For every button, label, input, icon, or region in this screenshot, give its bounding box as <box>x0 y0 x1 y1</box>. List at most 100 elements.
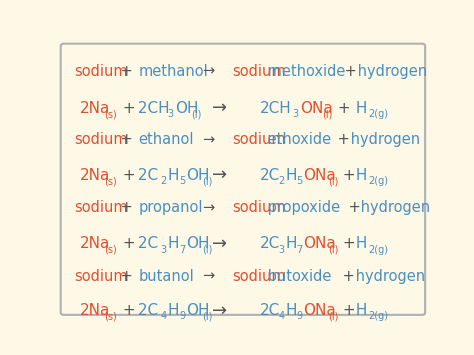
Text: ONa: ONa <box>303 303 336 318</box>
Text: +: + <box>116 64 133 79</box>
Text: (l): (l) <box>202 176 213 186</box>
Text: 2(g): 2(g) <box>369 109 389 119</box>
Text: (l): (l) <box>322 109 332 119</box>
Text: +: + <box>344 201 361 215</box>
Text: hydrogen: hydrogen <box>351 269 426 284</box>
Text: sodium: sodium <box>232 201 285 215</box>
Text: 3: 3 <box>168 109 174 119</box>
Text: H: H <box>168 303 179 318</box>
Text: (l): (l) <box>202 311 213 322</box>
Text: methoxide: methoxide <box>263 64 346 79</box>
Text: +: + <box>338 269 355 284</box>
Text: (l): (l) <box>328 245 339 255</box>
Text: +: + <box>116 132 133 147</box>
Text: +: + <box>337 303 356 318</box>
Text: (l): (l) <box>191 109 202 119</box>
Text: sodium: sodium <box>232 132 285 147</box>
Text: 3: 3 <box>279 245 285 255</box>
Text: methanol: methanol <box>138 64 208 79</box>
Text: 2Na: 2Na <box>80 303 110 318</box>
Text: 9: 9 <box>179 311 185 322</box>
Text: 2C: 2C <box>133 303 158 318</box>
Text: +: + <box>337 168 356 183</box>
Text: 7: 7 <box>179 245 185 255</box>
Text: H: H <box>285 236 297 251</box>
Text: 2(g): 2(g) <box>369 176 389 186</box>
Text: H: H <box>285 168 297 183</box>
Text: →: → <box>212 99 227 117</box>
Text: +: + <box>118 101 136 116</box>
Text: propoxide: propoxide <box>263 201 340 215</box>
Text: →: → <box>212 301 227 320</box>
Text: 4: 4 <box>161 311 167 322</box>
Text: 2C: 2C <box>259 236 280 251</box>
Text: ONa: ONa <box>300 101 333 116</box>
Text: 5: 5 <box>296 176 302 186</box>
Text: ethoxide: ethoxide <box>263 132 331 147</box>
Text: →: → <box>212 166 227 184</box>
Text: OH: OH <box>186 236 210 251</box>
Text: 2: 2 <box>161 176 167 186</box>
Text: sodium: sodium <box>74 132 128 147</box>
Text: +: + <box>118 303 136 318</box>
Text: 9: 9 <box>296 311 302 322</box>
Text: propanol: propanol <box>138 201 203 215</box>
Text: sodium: sodium <box>74 201 128 215</box>
Text: +: + <box>116 269 133 284</box>
Text: 2Na: 2Na <box>80 168 110 183</box>
Text: H: H <box>351 236 368 251</box>
Text: (s): (s) <box>104 109 117 119</box>
Text: (s): (s) <box>104 176 117 186</box>
Text: →: → <box>202 64 215 79</box>
Text: H: H <box>168 236 179 251</box>
Text: 4: 4 <box>279 311 285 322</box>
Text: ONa: ONa <box>303 236 336 251</box>
Text: sodium: sodium <box>74 269 128 284</box>
Text: OH: OH <box>186 303 210 318</box>
Text: OH: OH <box>186 168 210 183</box>
Text: H: H <box>351 303 368 318</box>
Text: sodium: sodium <box>74 64 128 79</box>
Text: (s): (s) <box>104 245 117 255</box>
Text: (l): (l) <box>202 245 213 255</box>
Text: sodium: sodium <box>232 269 285 284</box>
Text: sodium: sodium <box>232 64 285 79</box>
Text: (l): (l) <box>328 311 339 322</box>
Text: +: + <box>333 101 351 116</box>
Text: ethanol: ethanol <box>138 132 194 147</box>
Text: →: → <box>202 269 215 284</box>
Text: H: H <box>285 303 297 318</box>
Text: 2Na: 2Na <box>80 101 110 116</box>
Text: +: + <box>333 132 350 147</box>
Text: +: + <box>118 236 136 251</box>
Text: 2C: 2C <box>259 303 280 318</box>
Text: hydrogen: hydrogen <box>346 132 420 147</box>
Text: ONa: ONa <box>303 168 336 183</box>
Text: 3: 3 <box>292 109 299 119</box>
Text: hydrogen: hydrogen <box>353 64 427 79</box>
Text: →: → <box>212 235 227 252</box>
Text: 2C: 2C <box>133 236 158 251</box>
Text: butoxide: butoxide <box>263 269 331 284</box>
Text: 2(g): 2(g) <box>369 245 389 255</box>
Text: 2C: 2C <box>259 168 280 183</box>
Text: 5: 5 <box>179 176 185 186</box>
Text: H: H <box>351 101 368 116</box>
Text: +: + <box>337 236 356 251</box>
Text: H: H <box>168 168 179 183</box>
Text: +: + <box>118 168 136 183</box>
Text: OH: OH <box>175 101 199 116</box>
Text: 7: 7 <box>296 245 302 255</box>
Text: 3: 3 <box>161 245 167 255</box>
Text: 2CH: 2CH <box>133 101 169 116</box>
Text: 2: 2 <box>279 176 285 186</box>
Text: →: → <box>202 201 215 215</box>
FancyBboxPatch shape <box>61 44 425 315</box>
Text: (s): (s) <box>104 311 117 322</box>
Text: butanol: butanol <box>138 269 194 284</box>
Text: 2(g): 2(g) <box>369 311 389 322</box>
Text: +: + <box>340 64 357 79</box>
Text: +: + <box>116 201 133 215</box>
Text: H: H <box>351 168 368 183</box>
Text: 2CH: 2CH <box>259 101 291 116</box>
